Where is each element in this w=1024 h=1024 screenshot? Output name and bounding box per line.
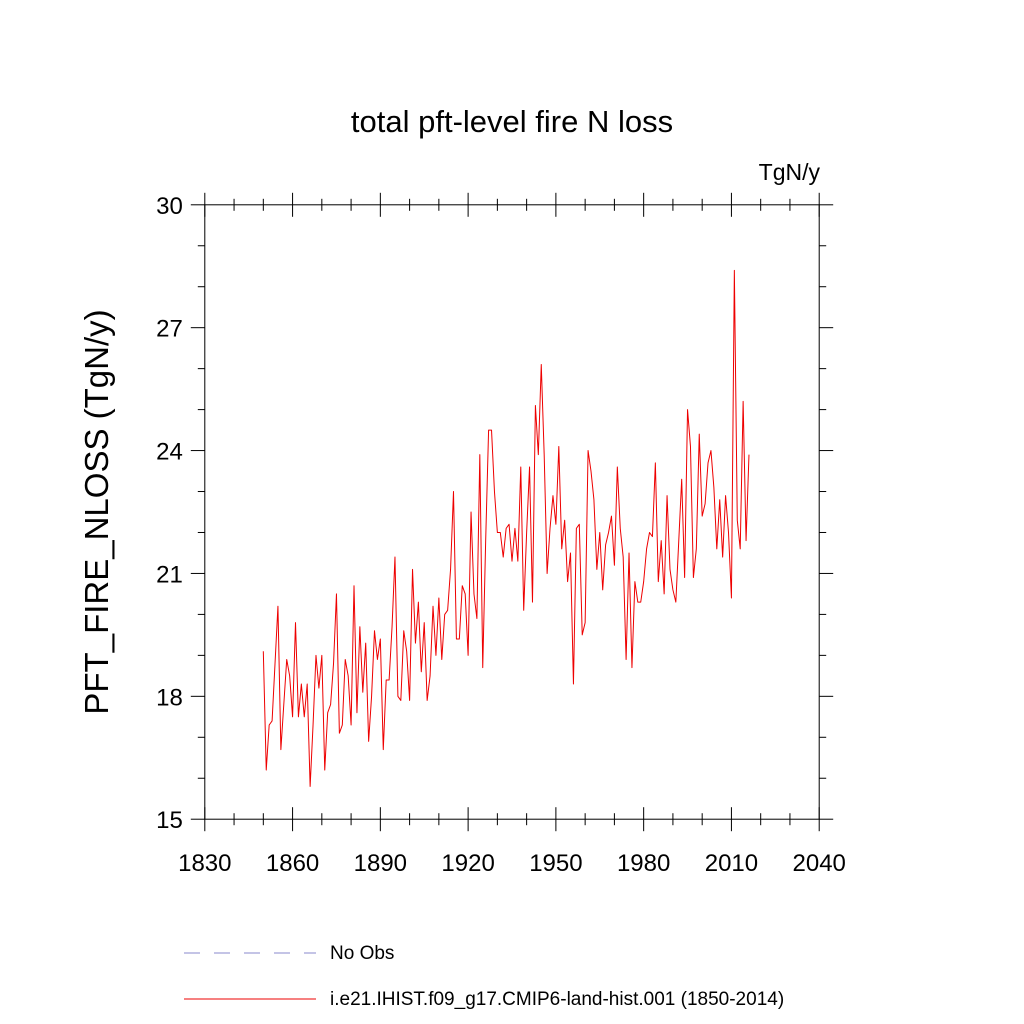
y-tick-label: 18 [156, 684, 183, 711]
y-tick-label: 30 [156, 193, 183, 220]
units-label: TgN/y [759, 159, 821, 185]
plot-frame [204, 204, 820, 820]
series-line-model-run [262, 269, 750, 787]
x-tick-label: 1920 [441, 850, 494, 877]
x-tick-label: 1830 [178, 850, 231, 877]
legend-label-no-obs: No Obs [330, 943, 394, 964]
y-axis-label: PFT_FIRE_NLOSS (TgN/y) [78, 309, 115, 714]
legend-label-model-run: i.e21.IHIST.f09_g17.CMIP6-land-hist.001 … [330, 989, 784, 1010]
y-tick-label: 21 [156, 561, 183, 588]
x-tick-label: 1980 [617, 850, 670, 877]
x-tick-label: 2010 [705, 850, 758, 877]
x-tick-label: 2040 [793, 850, 846, 877]
y-tick-label: 15 [156, 807, 183, 834]
x-tick-label: 1890 [354, 850, 407, 877]
y-tick-label: 24 [156, 439, 183, 466]
tick-labels: 1830 1860 1890 1920 1950 1980 2010 2040 15 18 21 24… [156, 193, 846, 877]
legend: No Obs i.e21.IHIST.f09_g17.CMIP6-land-hi… [184, 943, 784, 1010]
chart-title: total pft-level fire N loss [351, 104, 673, 139]
series-layer [262, 269, 750, 787]
y-tick-label: 27 [156, 316, 183, 343]
x-tick-label: 1860 [266, 850, 319, 877]
x-tick-label: 1950 [529, 850, 582, 877]
